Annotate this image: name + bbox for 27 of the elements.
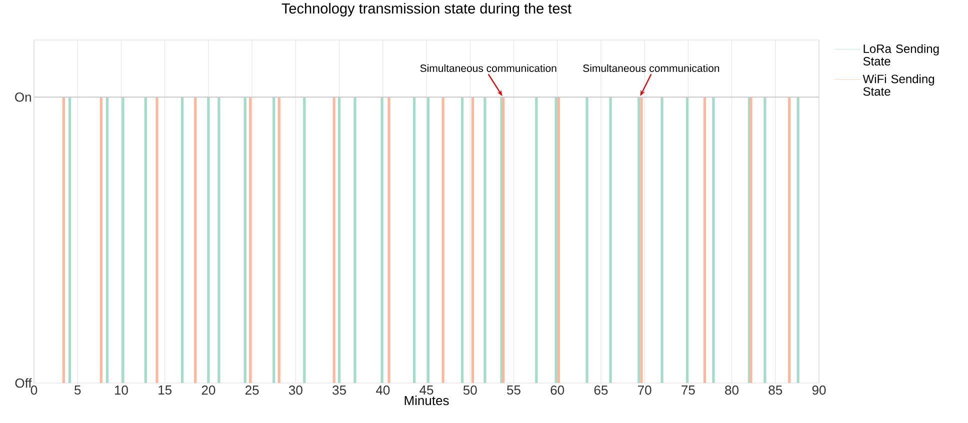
text: LoRa Sending State	[863, 44, 939, 66]
x-axis-title: Minutes	[404, 396, 449, 406]
x-tick-label: 20	[202, 386, 216, 395]
x-tick-label: 60	[550, 386, 564, 395]
x-tick-label: 25	[245, 386, 259, 395]
x-tick-label: 75	[682, 386, 695, 395]
x-tick-label: 70	[638, 386, 652, 395]
text: Off	[15, 378, 32, 388]
x-tick-label: 15	[158, 386, 172, 395]
x-tick-label: 30	[288, 386, 302, 395]
x-tick-label: 85	[768, 386, 782, 395]
x-tick-label: 0	[30, 386, 38, 395]
x-tick-label: 35	[332, 386, 346, 395]
x-tick-label: 65	[594, 386, 608, 395]
x-tick-label: 45	[420, 386, 434, 395]
x-tick-label: 40	[376, 386, 390, 395]
text: WiFi Sending State	[862, 74, 934, 96]
x-tick-label: 90	[812, 386, 826, 395]
ref-line-label: On	[15, 92, 31, 102]
annotation: Simultaneous communication	[420, 64, 556, 72]
annotation: Simultaneous communication	[583, 64, 720, 72]
chart-title: Technology transmission state during the test	[282, 2, 572, 16]
x-tick-label: 80	[725, 386, 739, 395]
x-tick-label: 50	[463, 386, 477, 395]
x-tick-label: 5	[74, 386, 81, 395]
x-tick-label: 10	[114, 386, 128, 395]
x-tick-label: 55	[507, 386, 520, 395]
